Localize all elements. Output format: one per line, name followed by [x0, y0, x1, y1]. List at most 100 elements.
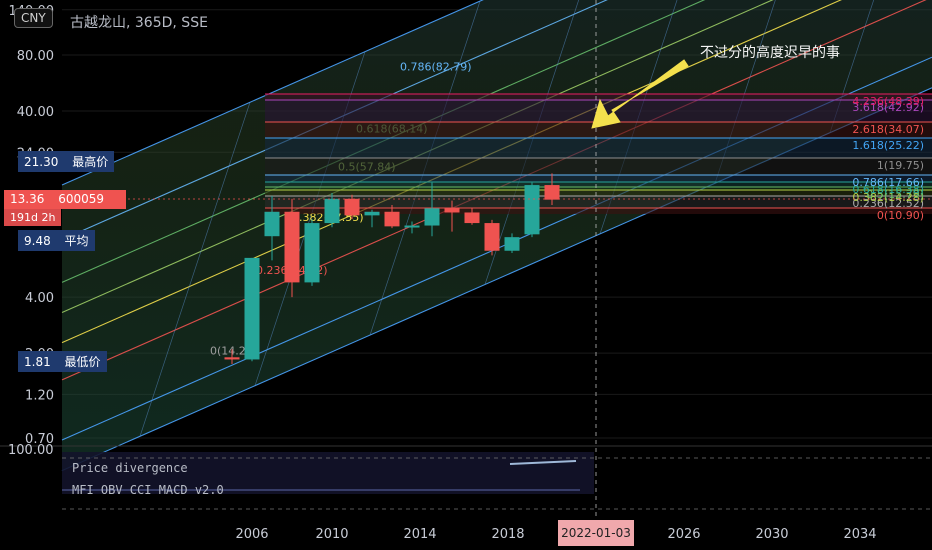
x-tick-label: 2034	[843, 527, 876, 542]
candle	[244, 257, 260, 362]
candle	[224, 349, 240, 364]
fib-level-label: 0.5(15.79)	[866, 188, 924, 201]
fib-band	[265, 196, 932, 208]
channel-line	[61, 0, 608, 241]
fib-band	[265, 158, 932, 175]
current-price-code: 600059	[58, 192, 104, 206]
candle	[364, 209, 380, 228]
candle-body	[424, 208, 440, 226]
candle	[464, 208, 480, 225]
fib-level-label: 1(19.75)	[877, 159, 924, 172]
candle-body	[504, 237, 520, 251]
candle	[544, 173, 560, 206]
x-tick-label: 2018	[491, 527, 524, 542]
fib-band	[265, 122, 932, 138]
low-price-tag: 1.81 最低价	[18, 351, 107, 372]
x-tick-label: 2010	[315, 527, 348, 542]
fib-level-label: 0.618(16.38)	[852, 183, 924, 196]
overlay	[0, 0, 932, 520]
candle	[304, 219, 320, 286]
indicator-name-1[interactable]: Price divergence	[72, 461, 188, 475]
channel-grid-line	[829, 0, 875, 133]
chart-title: 古越龙山, 365D, SSE	[70, 15, 208, 31]
current-price-tag: 13.36 600059	[4, 190, 126, 209]
indicator-line	[509, 460, 577, 465]
high-price-tag: 21.30 最高价	[18, 151, 115, 172]
avg-price-tag: 9.48 平均	[18, 230, 95, 251]
x-tick-label: 2026	[667, 527, 700, 542]
countdown-tag: 191d 2h	[4, 209, 62, 226]
fib-level-label: 0.236(12.52)	[852, 197, 924, 210]
channel-line	[61, 0, 706, 283]
candle-body	[244, 257, 260, 360]
candle	[524, 182, 540, 238]
candle	[444, 200, 460, 232]
fib-level-label: 0(10.90)	[877, 209, 924, 222]
x-axis: 2006 2010 2014 2018 2026 2030 2034	[235, 527, 876, 542]
fib-band	[265, 182, 932, 187]
candle-body	[324, 198, 340, 224]
annotation-text: 不过分的高度迟早的事	[700, 45, 840, 61]
candle	[384, 205, 400, 229]
candles[interactable]	[224, 173, 560, 364]
high-price-label: 最高价	[72, 155, 109, 169]
indicator-top-value: 100.00	[8, 443, 54, 458]
high-price-value: 21.30	[24, 155, 59, 169]
avg-price-value: 9.48	[24, 234, 51, 248]
candle	[424, 182, 440, 237]
candle-body	[364, 211, 380, 216]
y-tick-label: 4.00	[25, 291, 54, 306]
fib-level-label: 0.786(17.66)	[852, 176, 924, 189]
candle	[504, 233, 520, 254]
x-tick-label: 2006	[235, 527, 268, 542]
fib-band	[265, 94, 932, 100]
candle	[404, 221, 420, 234]
candle-body	[484, 223, 500, 251]
channel-level-label: 0.786(82.79)	[400, 60, 472, 73]
candle-body	[304, 223, 320, 283]
low-price-label: 最低价	[64, 355, 101, 369]
channel-grid-line	[139, 102, 251, 437]
low-price-value: 1.81	[24, 355, 51, 369]
fib-level-label: 4.236(48.39)	[852, 95, 924, 108]
candle-body	[384, 211, 400, 227]
x-tick-label: 2030	[755, 527, 788, 542]
fib-level-label: 0.382(14.28)	[852, 191, 924, 204]
crosshair-date-tag: 2022-01-03	[558, 520, 634, 546]
indicator-name-2[interactable]: MFI OBV CCI MACD v2.0	[72, 483, 224, 497]
candle-body	[224, 357, 240, 360]
fib-level-label: 2.618(34.07)	[852, 123, 924, 136]
currency-button[interactable]: CNY	[14, 8, 53, 28]
x-tick-label: 2014	[403, 527, 436, 542]
current-price-value: 13.36	[10, 192, 45, 206]
fib-level-label: 1.618(25.22)	[852, 139, 924, 152]
y-tick-label: 1.20	[25, 388, 54, 403]
candle-body	[444, 208, 460, 213]
candle-body	[264, 211, 280, 237]
channel-line	[61, 0, 484, 186]
candle	[284, 198, 300, 298]
candle	[484, 219, 500, 256]
fib-level-label: 3.618(42.92)	[852, 101, 924, 114]
candle-body	[344, 198, 360, 216]
y-tick-label: 40.00	[17, 105, 54, 120]
indicator-band	[62, 452, 594, 494]
candle-body	[404, 225, 420, 228]
candle-body	[524, 185, 540, 235]
y-tick-label: 0.70	[25, 432, 54, 447]
fib-band	[265, 187, 932, 190]
annotation-arrow	[591, 59, 689, 129]
avg-price-label: 平均	[64, 234, 89, 248]
candle-body	[544, 185, 560, 200]
candle	[344, 194, 360, 220]
fib-band	[265, 175, 932, 182]
fib-band	[265, 190, 932, 196]
candle	[264, 195, 280, 261]
fib-band	[265, 138, 932, 158]
fib-band	[265, 208, 932, 214]
candle-body	[464, 212, 480, 224]
candle-body	[284, 211, 300, 283]
candle	[324, 193, 340, 228]
y-tick-label: 80.00	[17, 49, 54, 64]
